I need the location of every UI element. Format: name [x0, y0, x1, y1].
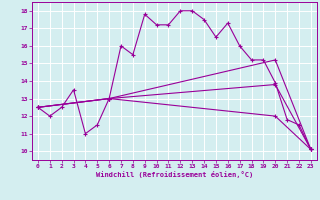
X-axis label: Windchill (Refroidissement éolien,°C): Windchill (Refroidissement éolien,°C) [96, 171, 253, 178]
